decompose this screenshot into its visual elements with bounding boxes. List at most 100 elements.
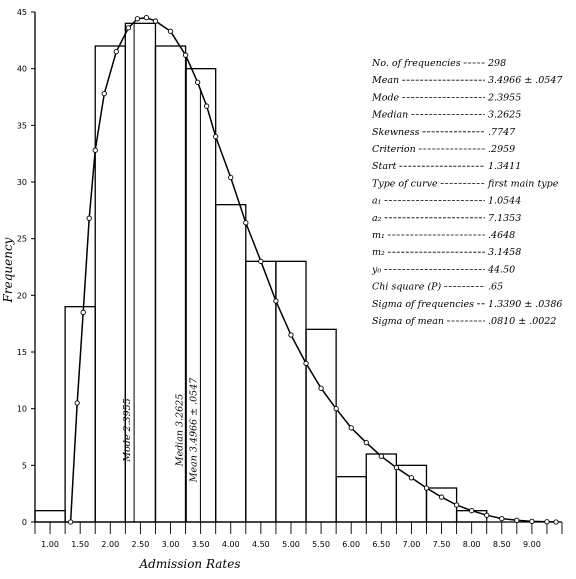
statistic-value: first main type bbox=[487, 178, 559, 189]
curve-point bbox=[378, 453, 384, 459]
histogram-bar bbox=[275, 260, 307, 523]
y-tick-label: 45 bbox=[17, 8, 27, 17]
x-tick-label: 1.50 bbox=[71, 540, 89, 549]
curve-point bbox=[194, 79, 201, 85]
x-tick-label: 2.00 bbox=[101, 540, 119, 549]
curve-point bbox=[92, 147, 98, 153]
curve-point bbox=[273, 298, 279, 304]
curve-point bbox=[228, 174, 234, 181]
statistic-value: 1.3390 ± .0386 bbox=[488, 299, 562, 310]
curve-point bbox=[288, 332, 294, 338]
statistic-label: Mode bbox=[371, 92, 400, 103]
statistic-label: Start bbox=[372, 161, 397, 172]
x-axis-title: Admission Rates bbox=[138, 557, 240, 571]
histogram-bar bbox=[245, 260, 277, 523]
statistic-value: 7.1353 bbox=[488, 213, 521, 224]
y-tick-label: 10 bbox=[17, 405, 27, 414]
x-tick-label: 2.50 bbox=[131, 540, 149, 549]
vertical-line-label: Median 3.2625 bbox=[174, 394, 185, 468]
x-tick-label: 8.50 bbox=[493, 540, 511, 549]
axes bbox=[34, 12, 562, 523]
histogram-bars bbox=[34, 22, 488, 523]
y-tick-label: 30 bbox=[17, 178, 27, 187]
curve-point bbox=[125, 25, 132, 31]
curve-point bbox=[333, 406, 339, 412]
curve-point bbox=[152, 18, 159, 24]
curve-point bbox=[348, 425, 354, 431]
curve-point bbox=[469, 508, 475, 514]
statistic-label: Skewness bbox=[372, 127, 420, 138]
x-tick-label: 8.00 bbox=[463, 540, 481, 549]
x-tick-label: 5.50 bbox=[312, 540, 330, 549]
statistic-label: Criterion bbox=[372, 144, 416, 155]
statistic-value: .7747 bbox=[488, 127, 516, 138]
statistic-lines: Mode 2.3955 Median 3.2625 Mean 3.4966 ± .0… bbox=[122, 22, 201, 522]
curve-point bbox=[393, 464, 400, 471]
statistic-value: .2959 bbox=[488, 144, 515, 155]
y-tick-label: 5 bbox=[22, 461, 27, 470]
curve-point bbox=[318, 385, 324, 391]
x-tick-label: 7.00 bbox=[403, 540, 421, 549]
x-tick-label: 4.00 bbox=[222, 540, 240, 549]
curve-point bbox=[258, 258, 264, 264]
curve-point bbox=[484, 512, 490, 518]
statistic-label: Chi square (P) bbox=[372, 282, 441, 293]
statistics-table: No. of frequencies 298 Mean 3.4966 ± .0547 M… bbox=[371, 58, 563, 327]
statistic-value: .4648 bbox=[488, 230, 515, 241]
x-tick-label: 3.50 bbox=[192, 540, 210, 549]
curve-point bbox=[514, 517, 520, 523]
histogram-bar bbox=[305, 328, 337, 523]
histogram-bar bbox=[34, 510, 66, 523]
x-tick-label: 6.50 bbox=[372, 540, 390, 549]
histogram-bar bbox=[335, 476, 367, 523]
statistic-label: y₀ bbox=[371, 264, 381, 275]
x-tick-label: 3.00 bbox=[162, 540, 180, 549]
curve-point bbox=[80, 309, 86, 315]
fitted-curve-group bbox=[67, 15, 559, 525]
histogram-bar bbox=[64, 306, 96, 523]
curve-point bbox=[182, 52, 189, 58]
statistic-value: 1.0544 bbox=[488, 196, 521, 207]
curve-point bbox=[134, 16, 141, 22]
statistic-value: 3.1458 bbox=[488, 247, 521, 258]
curve-point bbox=[213, 134, 219, 140]
y-tick-label: 15 bbox=[17, 348, 27, 357]
statistic-label: Mean bbox=[371, 75, 399, 86]
statistic-value: 3.4966 ± .0547 bbox=[488, 75, 563, 86]
statistic-label: Sigma of mean bbox=[372, 316, 444, 327]
statistic-value: 1.3411 bbox=[488, 161, 521, 172]
y-tick-label: 40 bbox=[17, 65, 27, 74]
statistic-value: .65 bbox=[488, 282, 503, 293]
curve-point bbox=[438, 494, 445, 500]
histogram-bar bbox=[215, 204, 247, 523]
axis-ticks bbox=[31, 11, 563, 534]
curve-point bbox=[363, 440, 369, 446]
statistic-label: Sigma of frequencies bbox=[372, 299, 474, 310]
statistic-label: Median bbox=[371, 110, 408, 121]
statistic-label: m₂ bbox=[372, 247, 385, 258]
vertical-line-label: Mode 2.3955 bbox=[122, 398, 133, 462]
curve-point bbox=[499, 515, 505, 522]
curve-point bbox=[544, 519, 550, 525]
x-tick-label: 4.50 bbox=[252, 540, 270, 549]
curve-point bbox=[167, 28, 174, 34]
y-tick-label: 35 bbox=[17, 121, 27, 130]
curve-point bbox=[423, 485, 430, 491]
x-tick-label: 9.00 bbox=[523, 540, 541, 549]
curve-point bbox=[67, 519, 74, 525]
curve-point bbox=[453, 502, 460, 508]
curve-point bbox=[303, 360, 309, 366]
y-tick-label: 20 bbox=[17, 291, 27, 300]
tick-labels: 0 5 10 15 20 25 30 35 40 45 1.00 1.50 2.00 2.50 3.00 3.… bbox=[17, 8, 541, 549]
curve-point bbox=[86, 215, 92, 221]
statistic-label: a₁ bbox=[372, 196, 381, 207]
statistic-label: a₂ bbox=[372, 213, 382, 224]
vertical-line-label: Mean 3.4966 ± .0547 bbox=[188, 377, 199, 484]
curve-point bbox=[143, 15, 150, 21]
statistic-value: .0810 ± .0022 bbox=[488, 316, 556, 327]
y-tick-label: 0 bbox=[22, 518, 27, 527]
curve-point bbox=[204, 103, 210, 109]
curve-point bbox=[553, 519, 559, 525]
curve-point bbox=[113, 49, 119, 55]
